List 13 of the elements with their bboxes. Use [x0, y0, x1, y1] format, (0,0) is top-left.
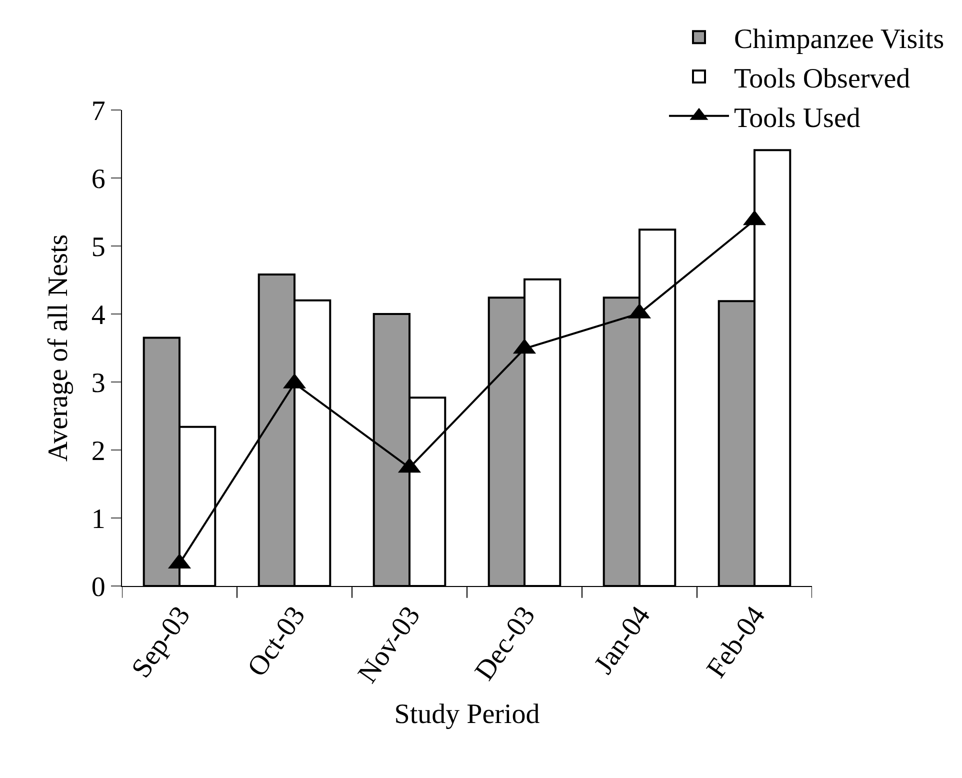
- legend-label: Tools Observed: [734, 63, 910, 94]
- y-tick-label: 4: [91, 300, 106, 331]
- y-tick-label: 0: [91, 572, 106, 603]
- legend-label: Tools Used: [734, 102, 860, 134]
- y-tick-label: 3: [91, 368, 106, 399]
- y-axis-title: Average of all Nests: [43, 234, 74, 462]
- y-tick-label: 1: [91, 504, 106, 535]
- x-axis-title: Study Period: [394, 698, 540, 730]
- y-tick-label: 6: [91, 164, 106, 195]
- legend-label: Chimpanzee Visits: [734, 24, 944, 56]
- y-tick-label: 2: [91, 436, 106, 467]
- y-tick-label: 5: [91, 232, 106, 263]
- y-tick-label: 7: [91, 96, 106, 127]
